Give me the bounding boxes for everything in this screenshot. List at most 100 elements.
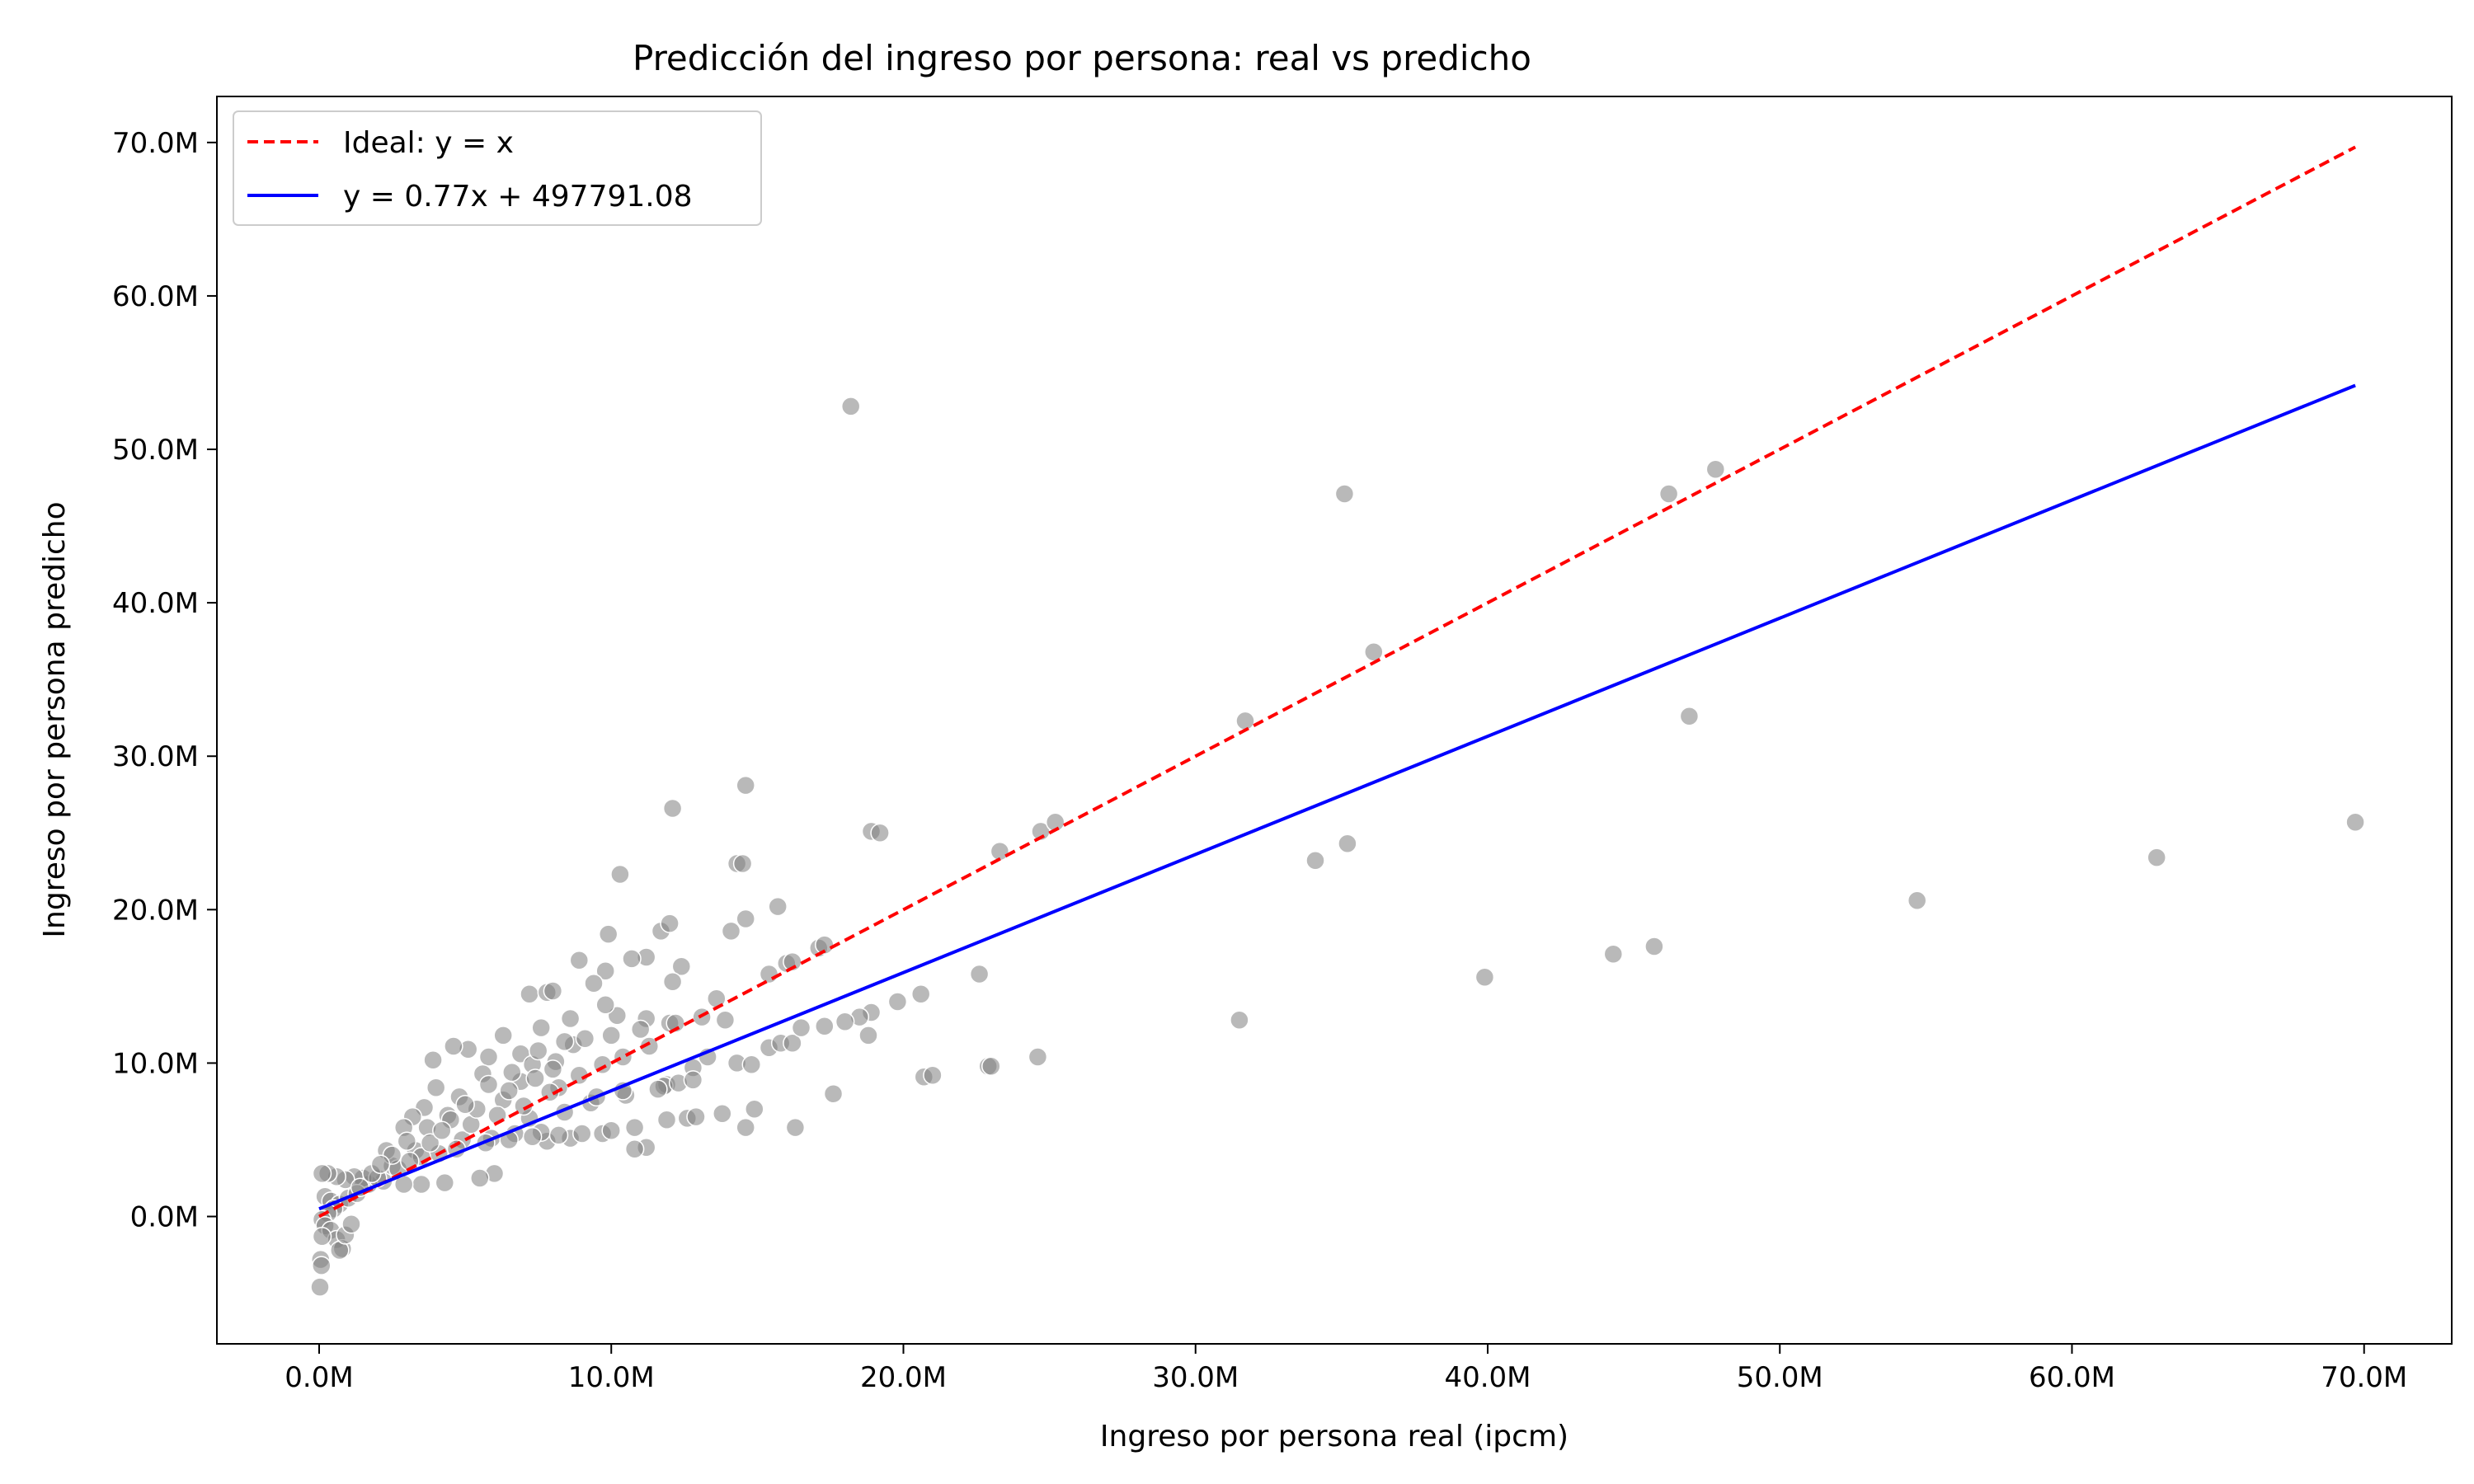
scatter-point-34	[887, 992, 908, 1012]
scatter-point-180	[525, 1068, 545, 1088]
scatter-point-183	[397, 1131, 417, 1152]
y-tick-label-2: 20.0M	[112, 894, 199, 927]
scatter-point-30	[745, 1099, 764, 1120]
plot-area	[310, 145, 2365, 1297]
y-tick-label-6: 60.0M	[112, 280, 199, 313]
scatter-point-46	[598, 924, 618, 944]
scatter-point-32	[969, 964, 990, 984]
scatter-point-17	[2345, 812, 2365, 833]
regression-line	[318, 383, 2356, 1211]
scatter-point-70	[595, 961, 615, 981]
x-axis-label: Ingreso por persona real (ipcm)	[1100, 1420, 1569, 1453]
scatter-point-44	[721, 921, 741, 942]
scatter-point-28	[823, 1083, 844, 1104]
legend-label-fit: y = 0.77x + 497791.08	[343, 180, 693, 214]
scatter-point-40	[768, 896, 788, 917]
plot-frame	[216, 96, 2453, 1345]
y-tick-label-7: 70.0M	[112, 127, 199, 160]
x-tick-label-0: 0.0M	[285, 1361, 353, 1394]
scatter-point-151	[312, 1256, 332, 1275]
scatter-point-22	[1230, 1010, 1249, 1031]
y-tick-label-1: 10.0M	[112, 1047, 199, 1080]
scatter-point-3	[1705, 459, 1726, 479]
scatter-point-78	[478, 1047, 499, 1067]
scatter-point-19	[1603, 944, 1624, 965]
legend: Ideal: y = x y = 0.77x + 497791.08	[233, 110, 762, 226]
scatter-point-123	[470, 1168, 490, 1188]
scatter-point-66	[520, 984, 539, 1004]
y-axis-label: Ingreso por persona predicho	[38, 501, 72, 937]
scatter-point-74	[493, 1026, 513, 1045]
scatter-point-73	[531, 1017, 551, 1038]
scatter-point-16	[2147, 848, 2166, 867]
ideal-line	[318, 145, 2357, 1219]
scatter-point-125	[412, 1174, 431, 1195]
scatter-point-5	[1235, 711, 1255, 731]
y-tick-label-3: 30.0M	[112, 740, 199, 773]
scatter-point-84	[630, 1019, 651, 1040]
scatter-point-37	[858, 1026, 878, 1045]
scatter-point-83	[601, 1026, 621, 1045]
legend-label-ideal: Ideal: y = x	[343, 126, 514, 160]
scatter-point-197	[455, 1094, 475, 1115]
y-axis: 0.0M 10.0M 20.0M 30.0M 40.0M 50.0M 60.0M 70.0M	[112, 127, 217, 1234]
scatter-point-60	[662, 972, 683, 992]
scatter-point-45	[610, 864, 630, 885]
scatter-point-0	[840, 397, 861, 416]
scatter-point-193	[601, 1120, 621, 1141]
scatter-point-59	[715, 1010, 736, 1031]
scatter-point-7	[736, 775, 755, 796]
scatter-point-8	[662, 798, 683, 819]
scatter-point-23	[1028, 1047, 1048, 1067]
scatter-point-57	[783, 1033, 802, 1053]
scatter-point-165	[613, 1047, 633, 1067]
scatter-point-110	[426, 1078, 446, 1097]
scatter-point-25	[981, 1056, 1001, 1076]
scatter-point-71	[584, 973, 604, 993]
scatter-point-96	[656, 1110, 677, 1130]
scatter-point-6	[1679, 707, 1700, 726]
x-tick-label-4: 40.0M	[1444, 1361, 1531, 1394]
x-tick-label-1: 10.0M	[568, 1361, 655, 1394]
y-tick-label-4: 40.0M	[112, 587, 199, 620]
scatter-point-195	[420, 1133, 440, 1153]
x-tick-label-7: 70.0M	[2321, 1361, 2407, 1394]
scatter-point-190	[522, 1127, 543, 1147]
scatter-point-181	[543, 1059, 563, 1079]
scatter-point-164	[592, 1054, 613, 1075]
scatter-point-97	[624, 1117, 645, 1138]
scatter-point-50	[622, 949, 642, 969]
scatter-point-201	[554, 1031, 575, 1052]
scatter-point-173	[648, 1079, 668, 1099]
scatter-point-68	[543, 981, 563, 1001]
scatter-point-31	[736, 1117, 755, 1138]
scatter-point-192	[572, 1124, 592, 1144]
scatter-point-13	[990, 841, 1010, 862]
scatter-point-124	[435, 1172, 455, 1193]
scatter-point-29	[785, 1117, 806, 1138]
scatter-point-10	[870, 823, 890, 843]
scatter-point-92	[686, 1106, 706, 1127]
scatter-point-14	[1305, 851, 1325, 871]
scatter-point-76	[423, 1050, 443, 1070]
scatter-point-52	[759, 964, 779, 984]
x-tick-label-6: 60.0M	[2029, 1361, 2115, 1394]
scatter-point-149	[312, 1226, 332, 1247]
x-tick-label-3: 30.0M	[1152, 1361, 1239, 1394]
scatter-point-1	[1334, 484, 1355, 504]
legend-box	[233, 110, 762, 226]
chart-title: Predicción del ingreso por persona: real…	[633, 38, 1531, 78]
scatter-point-18	[1907, 890, 1927, 910]
scatter-point-15	[1338, 834, 1357, 854]
scatter-point-2	[1658, 484, 1679, 504]
scatter-point-20	[1644, 937, 1664, 956]
scatter-point-65	[560, 1008, 581, 1029]
scatter-point-43	[736, 909, 755, 929]
scatter-point-136	[312, 1163, 332, 1184]
scatter-point-93	[713, 1104, 732, 1124]
scatter-point-48	[660, 913, 680, 933]
scatter-point-191	[548, 1125, 569, 1145]
scatter-point-77	[444, 1036, 463, 1056]
